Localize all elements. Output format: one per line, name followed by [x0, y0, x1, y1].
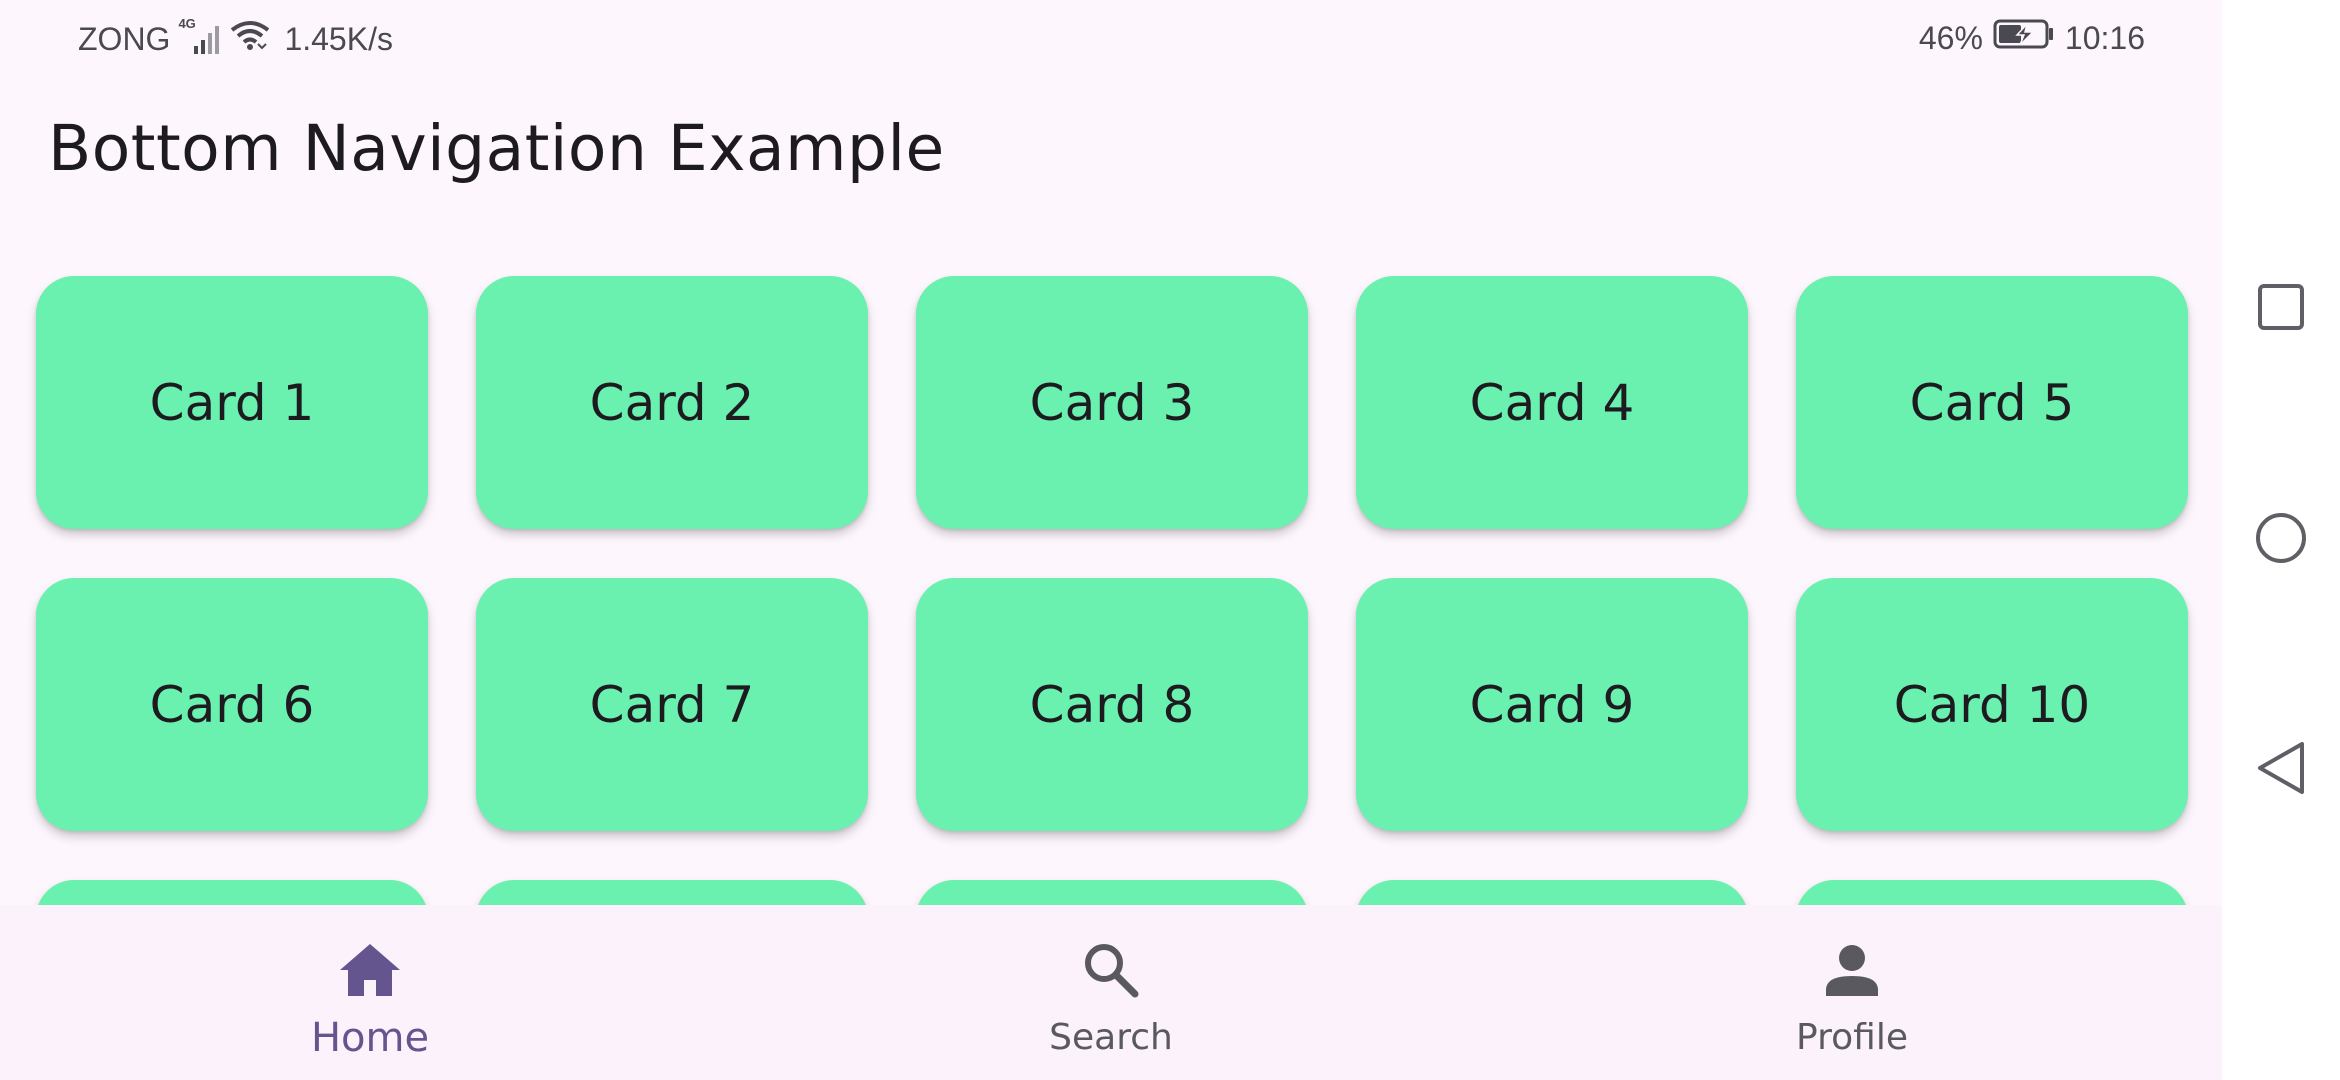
back-button[interactable]	[2222, 711, 2340, 829]
signal-icon: 4G	[178, 16, 220, 56]
card-10[interactable]: Card 10	[1796, 578, 2188, 831]
search-icon	[1076, 935, 1146, 1005]
person-icon	[1817, 935, 1887, 1005]
card-13[interactable]	[916, 880, 1308, 905]
card-label: Card 8	[1029, 675, 1195, 734]
card-label: Card 6	[149, 675, 315, 734]
app-window: ZONG 4G	[0, 0, 2222, 1080]
card-11[interactable]	[36, 880, 428, 905]
card-label: Card 2	[589, 373, 755, 432]
status-left: ZONG 4G	[78, 16, 393, 60]
card-label: Card 1	[149, 373, 315, 432]
nav-item-profile[interactable]: Profile	[1482, 905, 2222, 1080]
card-12[interactable]	[476, 880, 868, 905]
nav-item-home[interactable]: Home	[0, 905, 740, 1080]
card-label: Card 5	[1909, 373, 2075, 432]
card-8[interactable]: Card 8	[916, 578, 1308, 831]
carrier-name: ZONG	[78, 20, 171, 57]
page-title: Bottom Navigation Example	[48, 112, 945, 185]
nav-label-profile: Profile	[1796, 1017, 1908, 1058]
card-9[interactable]: Card 9	[1356, 578, 1748, 831]
home-button[interactable]	[2222, 481, 2340, 599]
battery-percent: 46%	[1918, 19, 1983, 56]
home-icon	[335, 935, 405, 1005]
card-4[interactable]: Card 4	[1356, 276, 1748, 529]
clock: 10:16	[2064, 19, 2145, 56]
recent-apps-button[interactable]	[2222, 250, 2340, 368]
card-7[interactable]: Card 7	[476, 578, 868, 831]
card-grid-container[interactable]: Card 1 Card 2 Card 3 Card 4 Card 5 Card 6 Card…	[0, 240, 2222, 905]
card-1[interactable]: Card 1	[36, 276, 428, 529]
card-label: Card 10	[1893, 675, 2091, 734]
card-14[interactable]	[1356, 880, 1748, 905]
battery-charging-icon	[1993, 18, 2055, 58]
nav-item-search[interactable]: Search	[741, 905, 1481, 1080]
card-grid: Card 1 Card 2 Card 3 Card 4 Card 5 Card 6 Card…	[36, 276, 2188, 905]
card-15[interactable]	[1796, 880, 2188, 905]
card-6[interactable]: Card 6	[36, 578, 428, 831]
bottom-navigation-bar: Home Search Profile	[0, 905, 2222, 1080]
network-speed: 1.45K/s	[284, 20, 393, 57]
status-right: 46% 10:16	[1919, 18, 2145, 58]
nav-label-home: Home	[310, 1015, 430, 1061]
card-5[interactable]: Card 5	[1796, 276, 2188, 529]
back-triangle-icon	[2256, 740, 2306, 800]
card-label: Card 4	[1469, 373, 1635, 432]
card-label: Card 3	[1029, 373, 1195, 432]
wifi-icon	[230, 18, 270, 60]
card-2[interactable]: Card 2	[476, 276, 868, 529]
circle-icon	[2255, 512, 2307, 568]
network-type-label: 4G	[178, 16, 196, 31]
card-label: Card 7	[589, 675, 755, 734]
system-navigation-bar	[2222, 0, 2340, 1080]
card-3[interactable]: Card 3	[916, 276, 1308, 529]
nav-label-search: Search	[1049, 1017, 1173, 1058]
card-label: Card 9	[1469, 675, 1635, 734]
square-icon	[2257, 283, 2305, 335]
status-bar: ZONG 4G	[0, 0, 2222, 80]
